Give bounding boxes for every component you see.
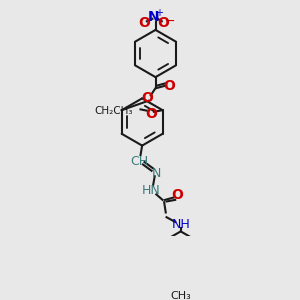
Text: O: O: [139, 16, 150, 30]
Text: HN: HN: [142, 184, 161, 197]
Text: CH₂CH₃: CH₂CH₃: [94, 106, 133, 116]
Text: O: O: [158, 16, 169, 30]
Text: CH₃: CH₃: [170, 291, 191, 300]
Text: O: O: [172, 188, 184, 202]
Text: O: O: [142, 92, 154, 105]
Text: N: N: [152, 167, 161, 180]
Text: −: −: [164, 15, 175, 28]
Text: O: O: [163, 79, 175, 93]
Text: +: +: [155, 8, 163, 18]
Text: CH: CH: [130, 155, 148, 168]
Text: N: N: [148, 10, 160, 23]
Text: NH: NH: [171, 218, 190, 231]
Text: O: O: [146, 107, 158, 121]
